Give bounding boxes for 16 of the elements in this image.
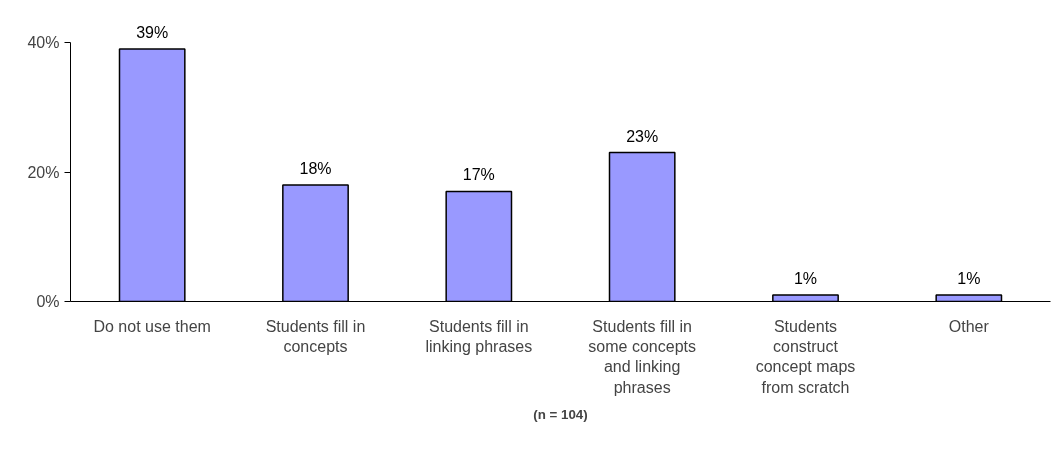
data-label: 18% xyxy=(299,159,332,177)
x-tick-label: Students fill in some concepts and linking phrases xyxy=(588,317,696,396)
y-tick-label: 20% xyxy=(27,163,60,181)
y-tick-label: 40% xyxy=(27,34,60,52)
x-tick-label: Other xyxy=(948,317,990,335)
data-label: 1% xyxy=(957,270,981,288)
y-tick-label: 0% xyxy=(36,293,60,310)
x-tick-label: Do not use them xyxy=(93,317,211,335)
data-label: 39% xyxy=(136,24,169,42)
text: (n = 104) xyxy=(533,406,588,422)
x-tick-label: Students fill in linking phrases xyxy=(425,317,533,355)
x-tick-label: Students fill in concepts xyxy=(265,317,366,355)
data-label: 23% xyxy=(626,127,659,145)
data-label: 1% xyxy=(793,270,818,288)
data-label: 17% xyxy=(462,166,495,184)
x-tick-label: Students construct concept maps from scratch xyxy=(755,317,856,396)
